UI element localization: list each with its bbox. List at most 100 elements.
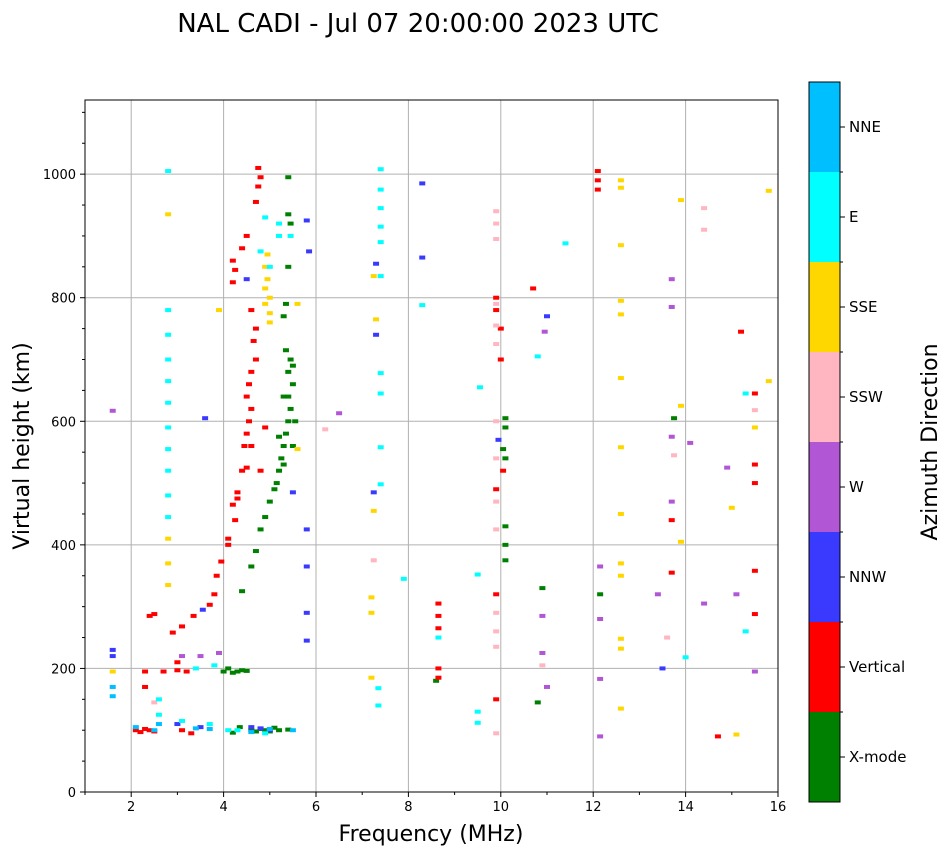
data-point [677,403,684,408]
colorbar: X-mode Vertical NNW W SSW SSE E NNE [808,81,906,803]
data-point [373,332,380,337]
data-point [266,295,273,300]
data-point [285,264,292,269]
x-tick-label: 14 [677,800,694,815]
data-point [255,184,262,189]
data-point [248,444,255,448]
x-axis-ticks: 2 4 6 8 10 12 14 16 [84,792,787,815]
data-point [151,700,158,705]
data-point [728,505,735,510]
colorbar-segment [809,442,840,532]
data-point [765,379,772,384]
data-point [262,301,269,306]
data-point [225,666,232,671]
data-point [493,419,500,424]
data-point [668,518,675,523]
data-point [229,258,236,263]
data-point [493,731,500,736]
data-point [594,169,601,174]
data-point [502,524,509,529]
data-point [594,187,601,192]
data-point [179,728,186,733]
grid-lines [85,100,779,793]
data-point [266,320,273,325]
data-point [477,385,484,390]
data-point [165,308,172,313]
data-point [155,712,162,717]
data-point [109,669,116,674]
data-point [287,357,294,362]
data-point [262,215,269,220]
data-point [151,612,158,617]
data-point [597,564,604,569]
data-point [289,444,296,448]
data-point [500,468,507,473]
x-tick-label: 16 [770,800,787,815]
data-point [701,206,708,211]
data-point [375,703,382,708]
data-point [276,728,283,733]
data-point [541,329,548,334]
data-point [668,570,675,575]
data-point [687,440,694,445]
y-tick-label: 200 [51,662,76,677]
data-point [668,499,675,504]
data-point [562,241,569,246]
y-tick-label: 400 [51,539,76,554]
data-point [336,411,343,416]
data-point [165,357,172,362]
data-point [724,465,731,470]
data-point [271,487,278,492]
data-point [419,303,426,308]
data-point [236,725,243,730]
data-point [243,668,250,673]
data-point [192,726,199,731]
data-point [257,249,264,254]
data-point [370,274,377,279]
data-point [701,601,708,606]
data-point [280,394,287,399]
data-point [765,188,772,193]
data-point [266,499,273,504]
data-point [243,233,250,238]
data-point [137,730,144,735]
data-point [682,655,689,660]
data-point [165,400,172,405]
data-point [174,660,181,665]
data-point [751,568,758,573]
data-point [373,261,380,266]
y-tick-label: 600 [51,415,76,430]
data-point [668,434,675,439]
data-point [199,607,206,612]
data-point [668,277,675,282]
data-point [303,527,310,532]
colorbar-segment [809,352,840,442]
data-point [493,295,500,300]
data-point [239,589,246,594]
colorbar-label: SSW [849,388,883,406]
data-point [377,224,384,229]
y-tick-label: 0 [68,786,76,801]
data-point [252,729,259,734]
x-axis-label: Frequency (MHz) [339,822,524,847]
data-point [539,613,546,618]
data-point [243,277,250,282]
data-point [671,416,678,421]
data-point [278,456,285,461]
data-point [282,431,289,436]
data-point [435,635,442,640]
data-point [419,181,426,186]
colorbar-label: E [849,208,858,226]
data-point [377,482,384,487]
data-point [617,312,624,317]
data-point [368,595,375,600]
data-point [262,728,269,733]
data-point [493,644,500,649]
data-point [493,342,500,347]
data-point [248,369,255,374]
data-point [502,425,509,430]
data-point [252,199,259,204]
data-point [306,249,313,254]
data-point [142,669,149,674]
data-point [179,654,186,659]
